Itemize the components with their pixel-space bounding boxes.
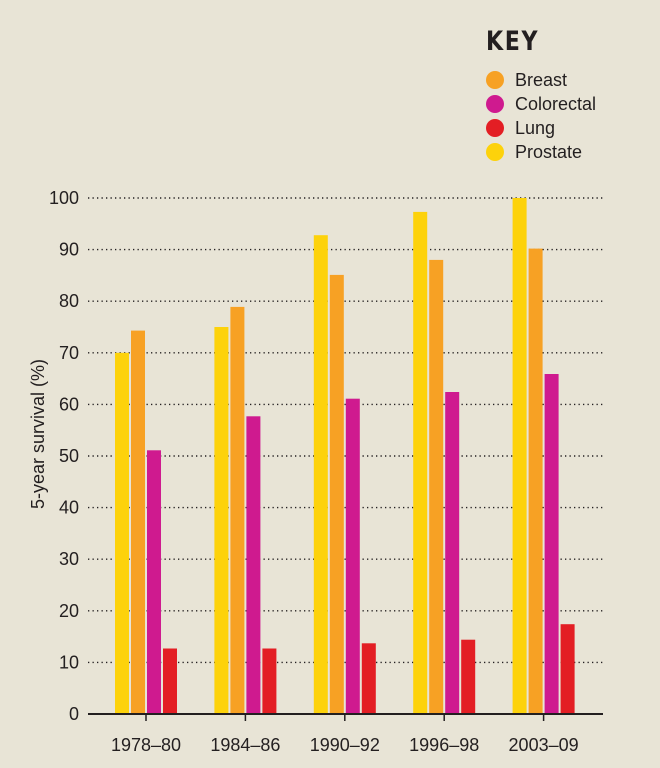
y-tick-label: 70 (59, 343, 79, 363)
bar-lung-1978-80 (163, 648, 177, 714)
x-tick-label: 1978–80 (111, 735, 181, 755)
bar-prostate-1990-92 (313, 235, 328, 714)
y-tick-label: 50 (59, 446, 79, 466)
bar-colorectal-1984-86 (246, 416, 261, 714)
x-tick-label: 1996–98 (409, 735, 479, 755)
bar-prostate-1996-98 (413, 211, 428, 714)
legend: Breast Colorectal Lung Prostate (486, 68, 596, 164)
legend-label: Prostate (515, 141, 583, 162)
x-tick-label: 1990–92 (310, 735, 380, 755)
legend-swatch-lung (486, 119, 504, 137)
legend-swatch-colorectal (486, 95, 504, 113)
y-tick-label: 20 (59, 601, 79, 621)
y-axis-ticks: 0 10 20 30 40 50 60 70 80 90 100 (49, 188, 79, 724)
legend-title: KEY (486, 26, 540, 57)
bar-breast-1978-80 (131, 330, 145, 714)
y-tick-label: 90 (59, 240, 79, 260)
legend-swatch-breast (486, 71, 504, 89)
legend-label: Breast (515, 69, 568, 90)
bar-lung-1990-92 (361, 643, 376, 714)
bar-breast-1996-98 (429, 259, 444, 714)
y-tick-label: 100 (49, 188, 79, 208)
legend-label: Colorectal (515, 93, 597, 114)
bar-lung-1984-86 (262, 648, 277, 714)
bar-lung-2003-09 (560, 624, 575, 714)
bar-colorectal-1996-98 (445, 392, 460, 714)
x-tick-label: 1984–86 (210, 735, 280, 755)
x-tick-label: 2003–09 (509, 735, 579, 755)
legend-item-breast: Breast (486, 68, 596, 92)
x-axis: 1978–80 1984–86 1990–92 1996–98 2003–09 (88, 713, 603, 755)
y-axis-label: 5-year survival (%) (28, 359, 48, 509)
bars (115, 198, 575, 714)
y-tick-label: 10 (59, 652, 79, 672)
legend-item-lung: Lung (486, 116, 596, 140)
legend-item-prostate: Prostate (486, 140, 596, 164)
bar-prostate-2003-09 (512, 198, 527, 714)
y-tick-label: 30 (59, 549, 79, 569)
bar-lung-1996-98 (461, 639, 476, 714)
bar-breast-1990-92 (329, 274, 344, 714)
bar-breast-1984-86 (230, 306, 245, 714)
y-tick-label: 40 (59, 498, 79, 518)
bar-breast-2003-09 (528, 248, 543, 714)
y-tick-label: 60 (59, 394, 79, 414)
bar-colorectal-2003-09 (544, 374, 559, 714)
y-tick-label: 0 (69, 704, 79, 724)
legend-swatch-prostate (486, 143, 504, 161)
bar-prostate-1984-86 (214, 327, 229, 714)
bar-colorectal-1990-92 (345, 398, 360, 714)
legend-label: Lung (515, 117, 556, 138)
bar-prostate-1978-80 (115, 352, 129, 714)
y-tick-label: 80 (59, 291, 79, 311)
bar-colorectal-1978-80 (147, 450, 161, 714)
legend-item-colorectal: Colorectal (486, 92, 596, 116)
